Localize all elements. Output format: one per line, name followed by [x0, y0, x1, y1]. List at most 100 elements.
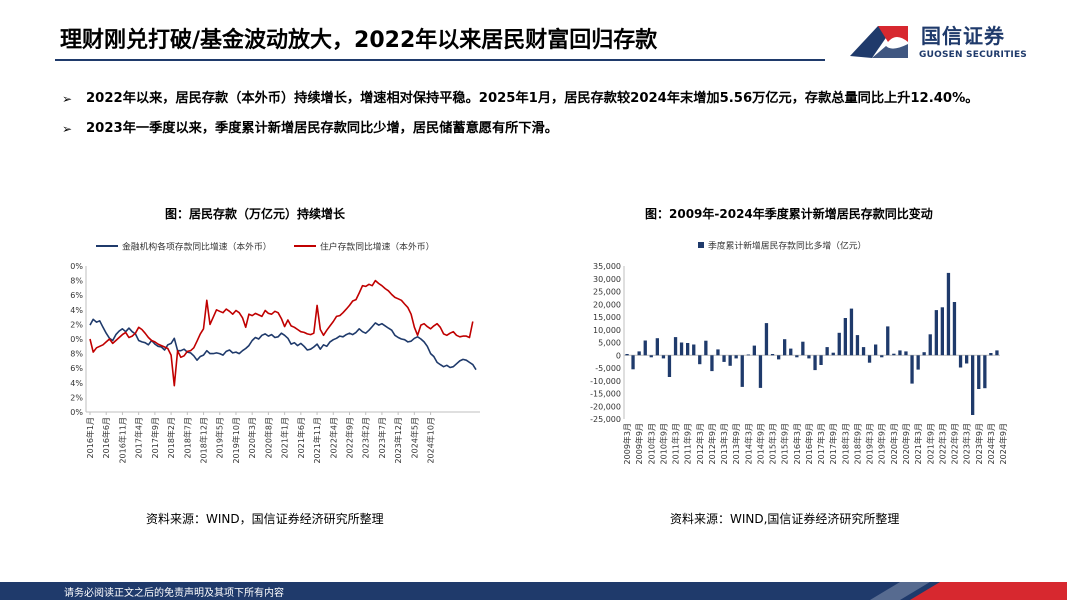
x-tick-label: 2010年3月 [646, 423, 656, 464]
bar [667, 355, 672, 377]
bar [874, 344, 878, 356]
x-tick-label: 2018年12月 [199, 417, 209, 464]
x-tick-label: 2017年9月 [828, 423, 838, 464]
y-tick-label: 4% [70, 379, 83, 388]
y-tick-label: 16% [70, 291, 83, 300]
bar [934, 310, 938, 356]
bar [910, 355, 914, 384]
x-tick-label: 2016年11月 [117, 417, 127, 464]
x-tick-label: 2015年3月 [768, 423, 778, 464]
bullet-arrow-icon: ➢ [62, 122, 73, 136]
y-tick-label: -5,000 [595, 364, 621, 373]
x-tick-label: 2021年9月 [925, 423, 935, 464]
x-tick-label: 2023年12月 [393, 417, 403, 464]
x-tick-label: 2021年6月 [296, 417, 306, 458]
bar [673, 337, 678, 356]
x-tick-label: 2013年9月 [731, 423, 741, 464]
bar [746, 354, 750, 356]
bar [661, 355, 666, 359]
x-tick-label: 2011年3月 [671, 423, 681, 464]
y-tick-label: -10,000 [590, 377, 621, 386]
x-tick-label: 2019年5月 [215, 417, 225, 458]
bar [770, 354, 775, 356]
y-tick-label: 30,000 [593, 275, 621, 284]
bar [655, 338, 659, 356]
bar [789, 348, 793, 356]
bar [686, 343, 690, 356]
bar [880, 355, 884, 358]
bar [710, 355, 714, 372]
right-chart-source: 资料来源：WIND,国信证券经济研究所整理 [670, 512, 900, 526]
footer-bar [0, 582, 1067, 600]
bar [904, 351, 908, 356]
logo-text-cn: 国信证券 [921, 24, 1005, 48]
deposit-growth-line-chart: 金融机构各项存款同比增速（本外币） 住户存款同比增速（本外币） 0% 2% 4% 6% 8%… [70, 241, 480, 464]
bar [958, 355, 963, 368]
bar [886, 326, 890, 356]
x-tick-label: 2016年6月 [101, 417, 111, 458]
x-tick-label: 2013年3月 [719, 423, 729, 464]
bar [916, 355, 920, 370]
bar [698, 355, 702, 365]
x-tick-label: 2016年1月 [85, 417, 95, 458]
x-tick-label: 2022年4月 [328, 417, 338, 458]
bar [867, 355, 872, 363]
x-tick-label: 2018年9月 [852, 423, 862, 464]
x-tick-label: 2010年9月 [658, 423, 668, 464]
bar [692, 344, 696, 356]
x-tick-label: 2023年7月 [377, 417, 387, 458]
y-tick-label: 18% [70, 277, 83, 286]
bullet-list: ➢ 2022年以来，居民存款（本外币）持续增长，增速相对保持平稳。2025年1月… [62, 86, 1012, 146]
legend-label: 金融机构各项存款同比增速（本外币） [122, 241, 272, 253]
y-tick-label: 2% [70, 393, 83, 402]
y-tick-label: 10,000 [593, 326, 621, 335]
bar [898, 350, 902, 356]
bar [649, 355, 653, 358]
left-chart-title: 图：居民存款（万亿元）持续增长 [165, 207, 346, 221]
bar [946, 272, 951, 356]
x-tick-label: 2020年9月 [901, 423, 911, 464]
x-tick-label: 2016年3月 [792, 423, 802, 464]
y-tick-label: 20,000 [593, 300, 621, 309]
y-tick-label: 10% [70, 335, 83, 344]
bar [977, 355, 981, 389]
x-tick-label: 2024年10月 [426, 417, 436, 464]
bar [631, 355, 635, 370]
footer-accent-icon [870, 582, 1067, 600]
bar [764, 323, 769, 356]
x-tick-label: 2009年9月 [634, 423, 644, 464]
y-tick-label: -25,000 [590, 415, 621, 424]
y-tick-label: 0% [70, 408, 83, 417]
bar [983, 355, 987, 389]
y-tick-label: 6% [70, 364, 83, 373]
x-tick-label: 2018年7月 [182, 417, 192, 458]
right-chart-title: 图：2009年-2024年季度累计新增居民存款同比变动 [645, 207, 933, 221]
logo-text-en: GUOSEN SECURITIES [919, 50, 1027, 60]
bar [625, 354, 629, 356]
bar [758, 355, 763, 388]
x-tick-label: 2024年3月 [986, 423, 996, 464]
legend-swatch [698, 242, 704, 248]
x-tick-label: 2016年9月 [804, 423, 814, 464]
y-tick-label: 35,000 [593, 262, 621, 271]
bar [716, 349, 720, 356]
x-tick-label: 2019年9月 [877, 423, 887, 464]
x-tick-label: 2009年3月 [622, 423, 632, 464]
x-tick-label: 2023年2月 [361, 417, 371, 458]
bar [777, 355, 781, 360]
x-tick-label: 2023年9月 [974, 423, 984, 464]
bar [995, 350, 999, 356]
series-line-household-deposits [89, 279, 474, 387]
x-tick-label: 2011年9月 [683, 423, 693, 464]
bar [734, 355, 738, 359]
y-tick-label: 0 [616, 351, 621, 360]
bar [807, 355, 811, 359]
x-tick-label: 2014年9月 [755, 423, 765, 464]
bar [783, 339, 787, 356]
bar [740, 355, 744, 387]
bullet-text: 2023年一季度以来，季度累计新增居民存款同比少增，居民储蓄意愿有所下滑。 [86, 121, 558, 136]
x-tick-label: 2012年3月 [695, 423, 705, 464]
bullet-item: ➢ 2022年以来，居民存款（本外币）持续增长，增速相对保持平稳。2025年1月… [62, 86, 1012, 112]
bar [813, 355, 817, 371]
y-tick-label: -20,000 [590, 402, 621, 411]
